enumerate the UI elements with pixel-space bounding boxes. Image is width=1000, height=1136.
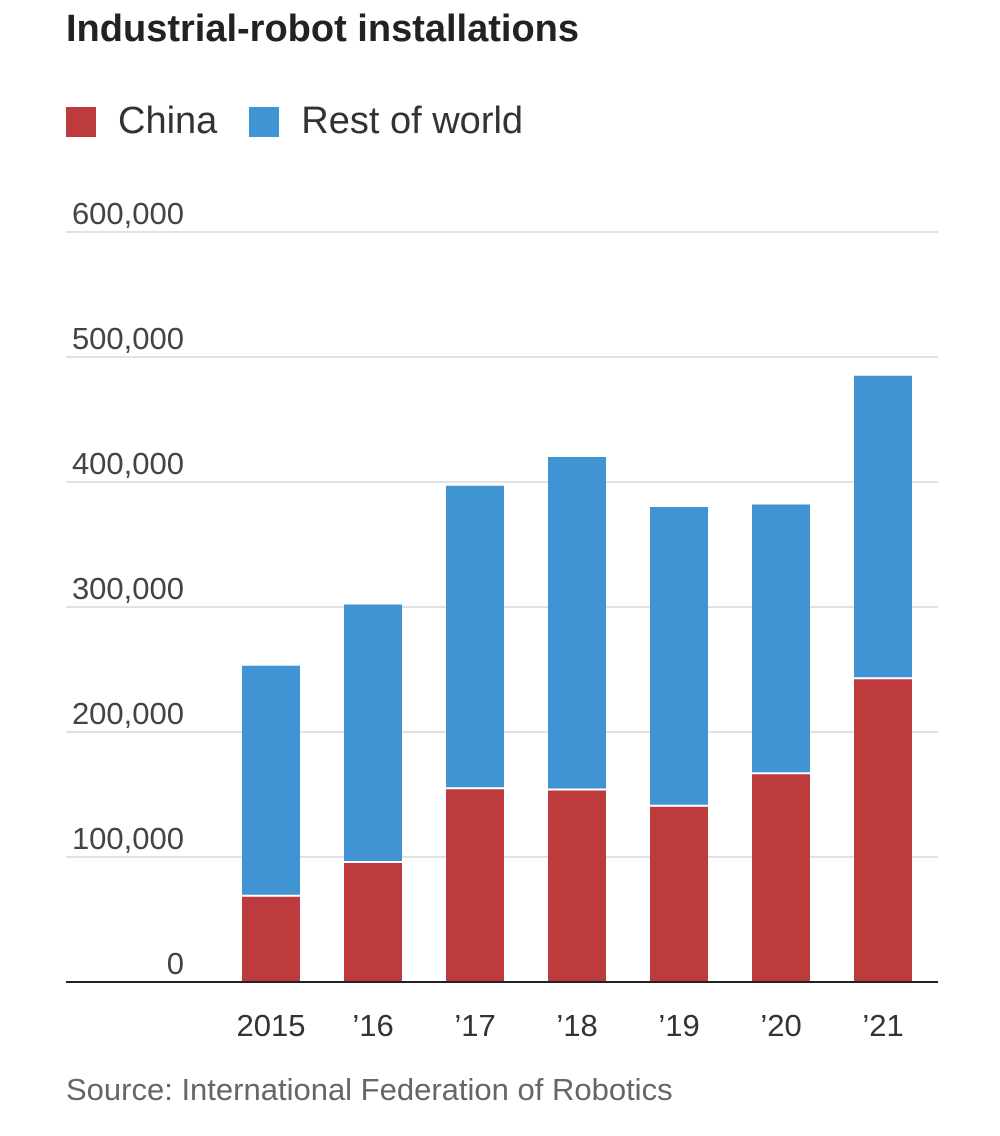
x-tick-label: ’17 [454,1008,495,1043]
legend-item-china: China [66,100,217,143]
x-tick-label: ’16 [352,1008,393,1043]
x-tick-label: ’19 [658,1008,699,1043]
bar-china [242,895,300,982]
y-tick-label: 300,000 [72,571,184,606]
y-tick-label: 600,000 [72,196,184,231]
x-tick-label: ’21 [862,1008,903,1043]
chart-title: Industrial-robot installations [66,8,580,50]
bar-rest-of-world [548,457,606,790]
legend-swatch-rest-of-world [249,106,280,137]
y-tick-label: 400,000 [72,446,184,481]
legend-label-china: China [118,100,218,142]
bar-rest-of-world [344,604,402,862]
x-tick-label: ’18 [556,1008,597,1043]
bar-rest-of-world [650,507,708,806]
bar-china [344,862,402,982]
legend-label-rest-of-world: Rest of world [301,100,524,142]
bar-china [446,788,504,982]
bar-china [650,805,708,982]
y-tick-label: 500,000 [72,321,184,356]
legend-swatch-china [66,106,96,137]
x-tick-label: ’20 [760,1008,801,1043]
bar-rest-of-world [854,375,912,679]
legend-item-rest-of-world: Rest of world [249,100,523,143]
y-tick-label: 100,000 [72,821,184,856]
y-tick-label: 0 [167,946,184,981]
bar-china [854,678,912,982]
bar-rest-of-world [446,485,504,789]
source-note: Source: International Federation of Robo… [66,1072,673,1107]
x-tick-label: 2015 [237,1008,306,1043]
bar-china [548,789,606,982]
bar-rest-of-world [242,665,300,896]
bar-rest-of-world [752,504,810,774]
bar-china [752,773,810,982]
y-tick-label: 200,000 [72,696,184,731]
legend: China Rest of world [66,100,555,143]
